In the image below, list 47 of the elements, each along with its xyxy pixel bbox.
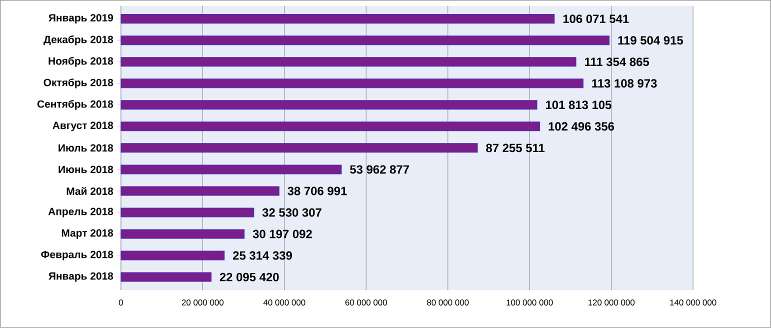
x-tick-label: 0 bbox=[118, 300, 123, 306]
x-tick-label: 20 000 000 bbox=[182, 300, 224, 306]
data-label: 119 504 915 bbox=[618, 36, 684, 45]
data-label: 38 706 991 bbox=[288, 186, 347, 196]
y-tick-label: Сентябрь 2018 bbox=[37, 100, 114, 110]
bar bbox=[120, 208, 254, 218]
y-tick-label: Январь 2019 bbox=[48, 14, 114, 24]
data-label: 102 496 356 bbox=[548, 122, 614, 131]
y-tick-label: Февраль 2018 bbox=[41, 250, 114, 260]
data-label: 87 255 511 bbox=[486, 144, 545, 152]
x-tick-label: 120 000 000 bbox=[588, 300, 635, 306]
data-label: 32 530 307 bbox=[262, 208, 322, 217]
data-label: 30 197 092 bbox=[252, 230, 312, 238]
bar bbox=[120, 164, 342, 174]
x-tick-label: 80 000 000 bbox=[427, 300, 469, 306]
y-tick-label: Март 2018 bbox=[62, 229, 114, 239]
data-label: 113 108 973 bbox=[592, 79, 657, 88]
y-tick-label: Май 2018 bbox=[66, 187, 114, 195]
bar bbox=[120, 57, 576, 67]
bar bbox=[120, 36, 610, 46]
y-tick-label: Апрель 2018 bbox=[48, 208, 114, 218]
bar bbox=[120, 186, 280, 196]
y-tick-label: Январь 2018 bbox=[48, 272, 114, 282]
bar bbox=[120, 78, 584, 88]
bar bbox=[120, 14, 555, 24]
bar bbox=[120, 272, 212, 282]
data-label: 53 962 877 bbox=[350, 165, 409, 174]
data-label: 106 071 541 bbox=[563, 14, 629, 24]
x-tick-label: 40 000 000 bbox=[263, 300, 306, 306]
bar bbox=[120, 229, 245, 239]
y-tick-label: Август 2018 bbox=[52, 122, 114, 132]
x-tick-label: 100 000 000 bbox=[506, 300, 553, 306]
y-tick-label: Декабрь 2018 bbox=[44, 35, 114, 46]
data-label: 22 095 420 bbox=[220, 272, 279, 282]
y-tick-label: Июль 2018 bbox=[58, 144, 114, 152]
data-label: 101 813 105 bbox=[546, 100, 612, 110]
x-tick-label: 60 000 000 bbox=[345, 300, 387, 306]
bar bbox=[120, 250, 225, 260]
data-label: 25 314 339 bbox=[233, 251, 292, 260]
bar bbox=[120, 100, 538, 110]
x-tick-label: 140 000 000 bbox=[670, 300, 716, 306]
bar bbox=[120, 143, 478, 153]
data-label: 111 354 865 bbox=[584, 58, 650, 66]
bar bbox=[120, 122, 540, 132]
y-tick-label: Июнь 2018 bbox=[58, 166, 114, 174]
y-tick-label: Октябрь 2018 bbox=[44, 78, 114, 88]
y-tick-label: Ноябрь 2018 bbox=[48, 56, 114, 67]
